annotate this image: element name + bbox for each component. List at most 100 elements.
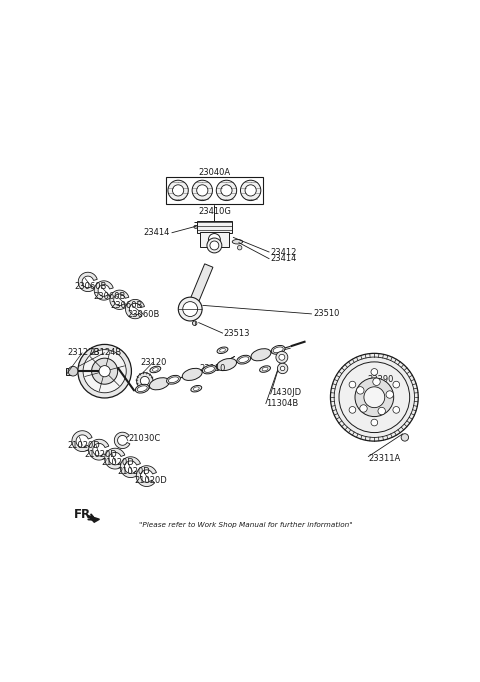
Bar (196, 221, 232, 233)
Circle shape (371, 368, 378, 375)
Ellipse shape (194, 225, 198, 228)
Polygon shape (88, 516, 99, 522)
Ellipse shape (137, 386, 147, 391)
Circle shape (245, 185, 256, 196)
Circle shape (68, 366, 78, 376)
Circle shape (140, 376, 149, 385)
Circle shape (349, 406, 356, 413)
Text: 23060B: 23060B (94, 291, 126, 301)
Text: 23410G: 23410G (198, 207, 231, 216)
Bar (200, 232, 229, 247)
Text: 23110: 23110 (200, 364, 226, 373)
Ellipse shape (167, 375, 180, 384)
Text: 23060B: 23060B (75, 282, 107, 291)
Text: "Please refer to Work Shop Manual for further information": "Please refer to Work Shop Manual for fu… (139, 522, 353, 527)
Ellipse shape (219, 349, 226, 352)
Text: 23127B: 23127B (67, 348, 100, 357)
Text: 23120: 23120 (140, 358, 167, 367)
Text: 23124B: 23124B (90, 348, 122, 357)
Bar (66, 368, 73, 374)
Circle shape (168, 180, 188, 201)
Circle shape (183, 301, 198, 316)
Circle shape (393, 381, 399, 388)
Circle shape (393, 406, 399, 413)
Ellipse shape (260, 366, 270, 372)
Text: 21020D: 21020D (101, 458, 133, 467)
Text: 23513: 23513 (224, 329, 250, 338)
Polygon shape (110, 290, 129, 310)
Polygon shape (89, 439, 109, 460)
Polygon shape (125, 299, 144, 318)
Polygon shape (105, 448, 125, 469)
Ellipse shape (232, 239, 243, 244)
Ellipse shape (251, 349, 271, 361)
Ellipse shape (271, 346, 285, 354)
Circle shape (349, 381, 356, 388)
Ellipse shape (262, 367, 268, 371)
Text: 23311A: 23311A (369, 454, 401, 464)
Text: 23290: 23290 (367, 375, 393, 384)
Polygon shape (190, 264, 213, 303)
Polygon shape (72, 431, 92, 451)
Ellipse shape (237, 355, 251, 364)
Circle shape (92, 358, 118, 384)
Ellipse shape (203, 365, 216, 374)
Text: 21020D: 21020D (84, 449, 117, 459)
Circle shape (197, 185, 208, 196)
Circle shape (192, 321, 197, 325)
Circle shape (364, 387, 385, 408)
Ellipse shape (204, 367, 215, 372)
Text: 23412: 23412 (270, 248, 297, 256)
Bar (166, 177, 263, 204)
Circle shape (216, 180, 237, 201)
Circle shape (339, 362, 409, 432)
Circle shape (386, 391, 394, 398)
Circle shape (355, 378, 394, 417)
Text: 23414: 23414 (270, 254, 297, 263)
Polygon shape (78, 272, 97, 292)
Circle shape (172, 185, 184, 196)
Text: FR.: FR. (74, 508, 96, 521)
Ellipse shape (239, 357, 249, 363)
Circle shape (378, 407, 385, 415)
Text: 21020D: 21020D (67, 441, 100, 450)
Circle shape (178, 297, 202, 321)
Circle shape (221, 185, 232, 196)
Circle shape (360, 404, 367, 412)
Circle shape (238, 246, 242, 250)
Text: 21030C: 21030C (129, 434, 161, 443)
Circle shape (137, 372, 153, 389)
Circle shape (99, 366, 110, 376)
Circle shape (330, 353, 418, 441)
Circle shape (207, 238, 222, 253)
Circle shape (357, 387, 364, 394)
Circle shape (192, 180, 213, 201)
Circle shape (83, 350, 126, 393)
Text: 23040A: 23040A (198, 168, 230, 177)
Text: 21020D: 21020D (118, 467, 150, 476)
Circle shape (280, 366, 285, 371)
Text: 23060B: 23060B (110, 301, 143, 310)
Circle shape (277, 364, 288, 374)
Circle shape (401, 434, 408, 441)
Text: 23510: 23510 (313, 310, 339, 318)
Circle shape (371, 419, 378, 426)
Circle shape (276, 351, 288, 364)
Polygon shape (136, 466, 156, 486)
Text: 11304B: 11304B (266, 400, 299, 409)
Polygon shape (120, 457, 141, 477)
Ellipse shape (182, 368, 202, 381)
Ellipse shape (149, 378, 169, 390)
Ellipse shape (150, 366, 161, 372)
Circle shape (210, 241, 219, 250)
Text: 23060B: 23060B (127, 310, 159, 319)
Ellipse shape (273, 347, 283, 353)
Ellipse shape (191, 385, 202, 392)
Text: 23414: 23414 (144, 228, 170, 237)
Ellipse shape (168, 377, 179, 383)
Ellipse shape (217, 347, 228, 353)
Polygon shape (114, 432, 130, 449)
Ellipse shape (193, 387, 199, 391)
Circle shape (240, 180, 261, 201)
Circle shape (279, 355, 285, 360)
